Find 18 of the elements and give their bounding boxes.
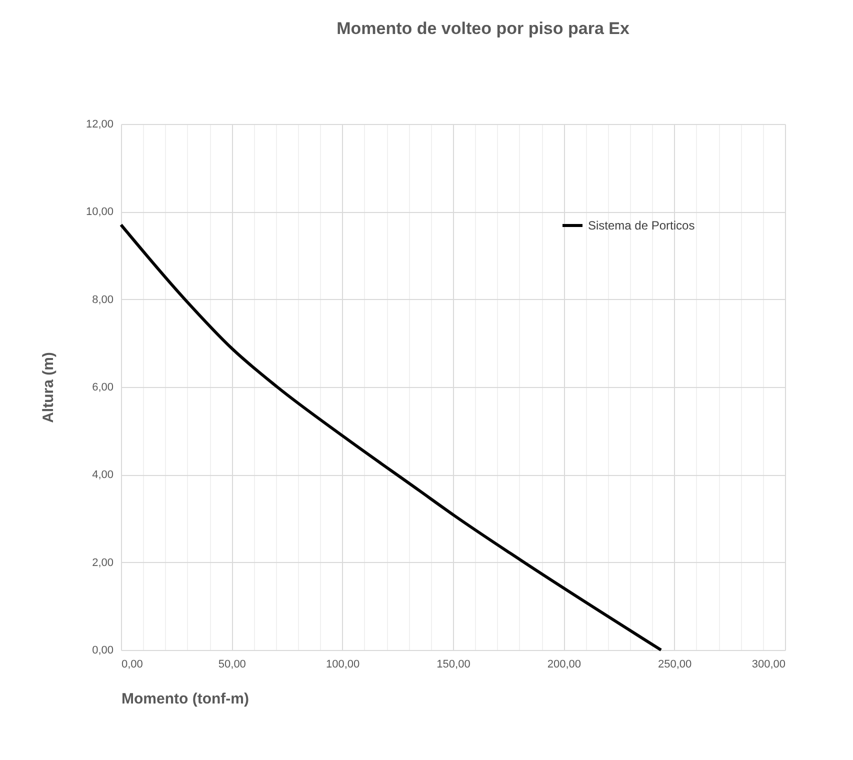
x-tick-label: 0,00 <box>122 658 143 670</box>
y-tick-label: 8,00 <box>92 294 114 306</box>
x-tick-label: 300,00 <box>752 658 786 670</box>
y-tick-label: 2,00 <box>92 556 114 569</box>
x-tick-label: 250,00 <box>658 658 692 670</box>
y-tick-label: 12,00 <box>86 118 114 130</box>
y-tick-label: 10,00 <box>86 206 114 218</box>
y-axis-title: Altura (m) <box>40 352 57 423</box>
x-axis-title: Momento (tonf-m) <box>122 690 249 708</box>
y-tick-label: 0,00 <box>92 644 114 656</box>
x-tick-label: 100,00 <box>326 658 360 670</box>
x-tick-label: 200,00 <box>547 658 581 670</box>
x-tick-label: 150,00 <box>436 658 470 670</box>
y-tick-label: 4,00 <box>92 469 114 482</box>
chart-title: Momento de volteo por piso para Ex <box>336 19 630 38</box>
legend-label: Sistema de Porticos <box>588 218 695 232</box>
x-tick-label: 50,00 <box>218 658 246 670</box>
y-tick-label: 6,00 <box>92 382 114 394</box>
